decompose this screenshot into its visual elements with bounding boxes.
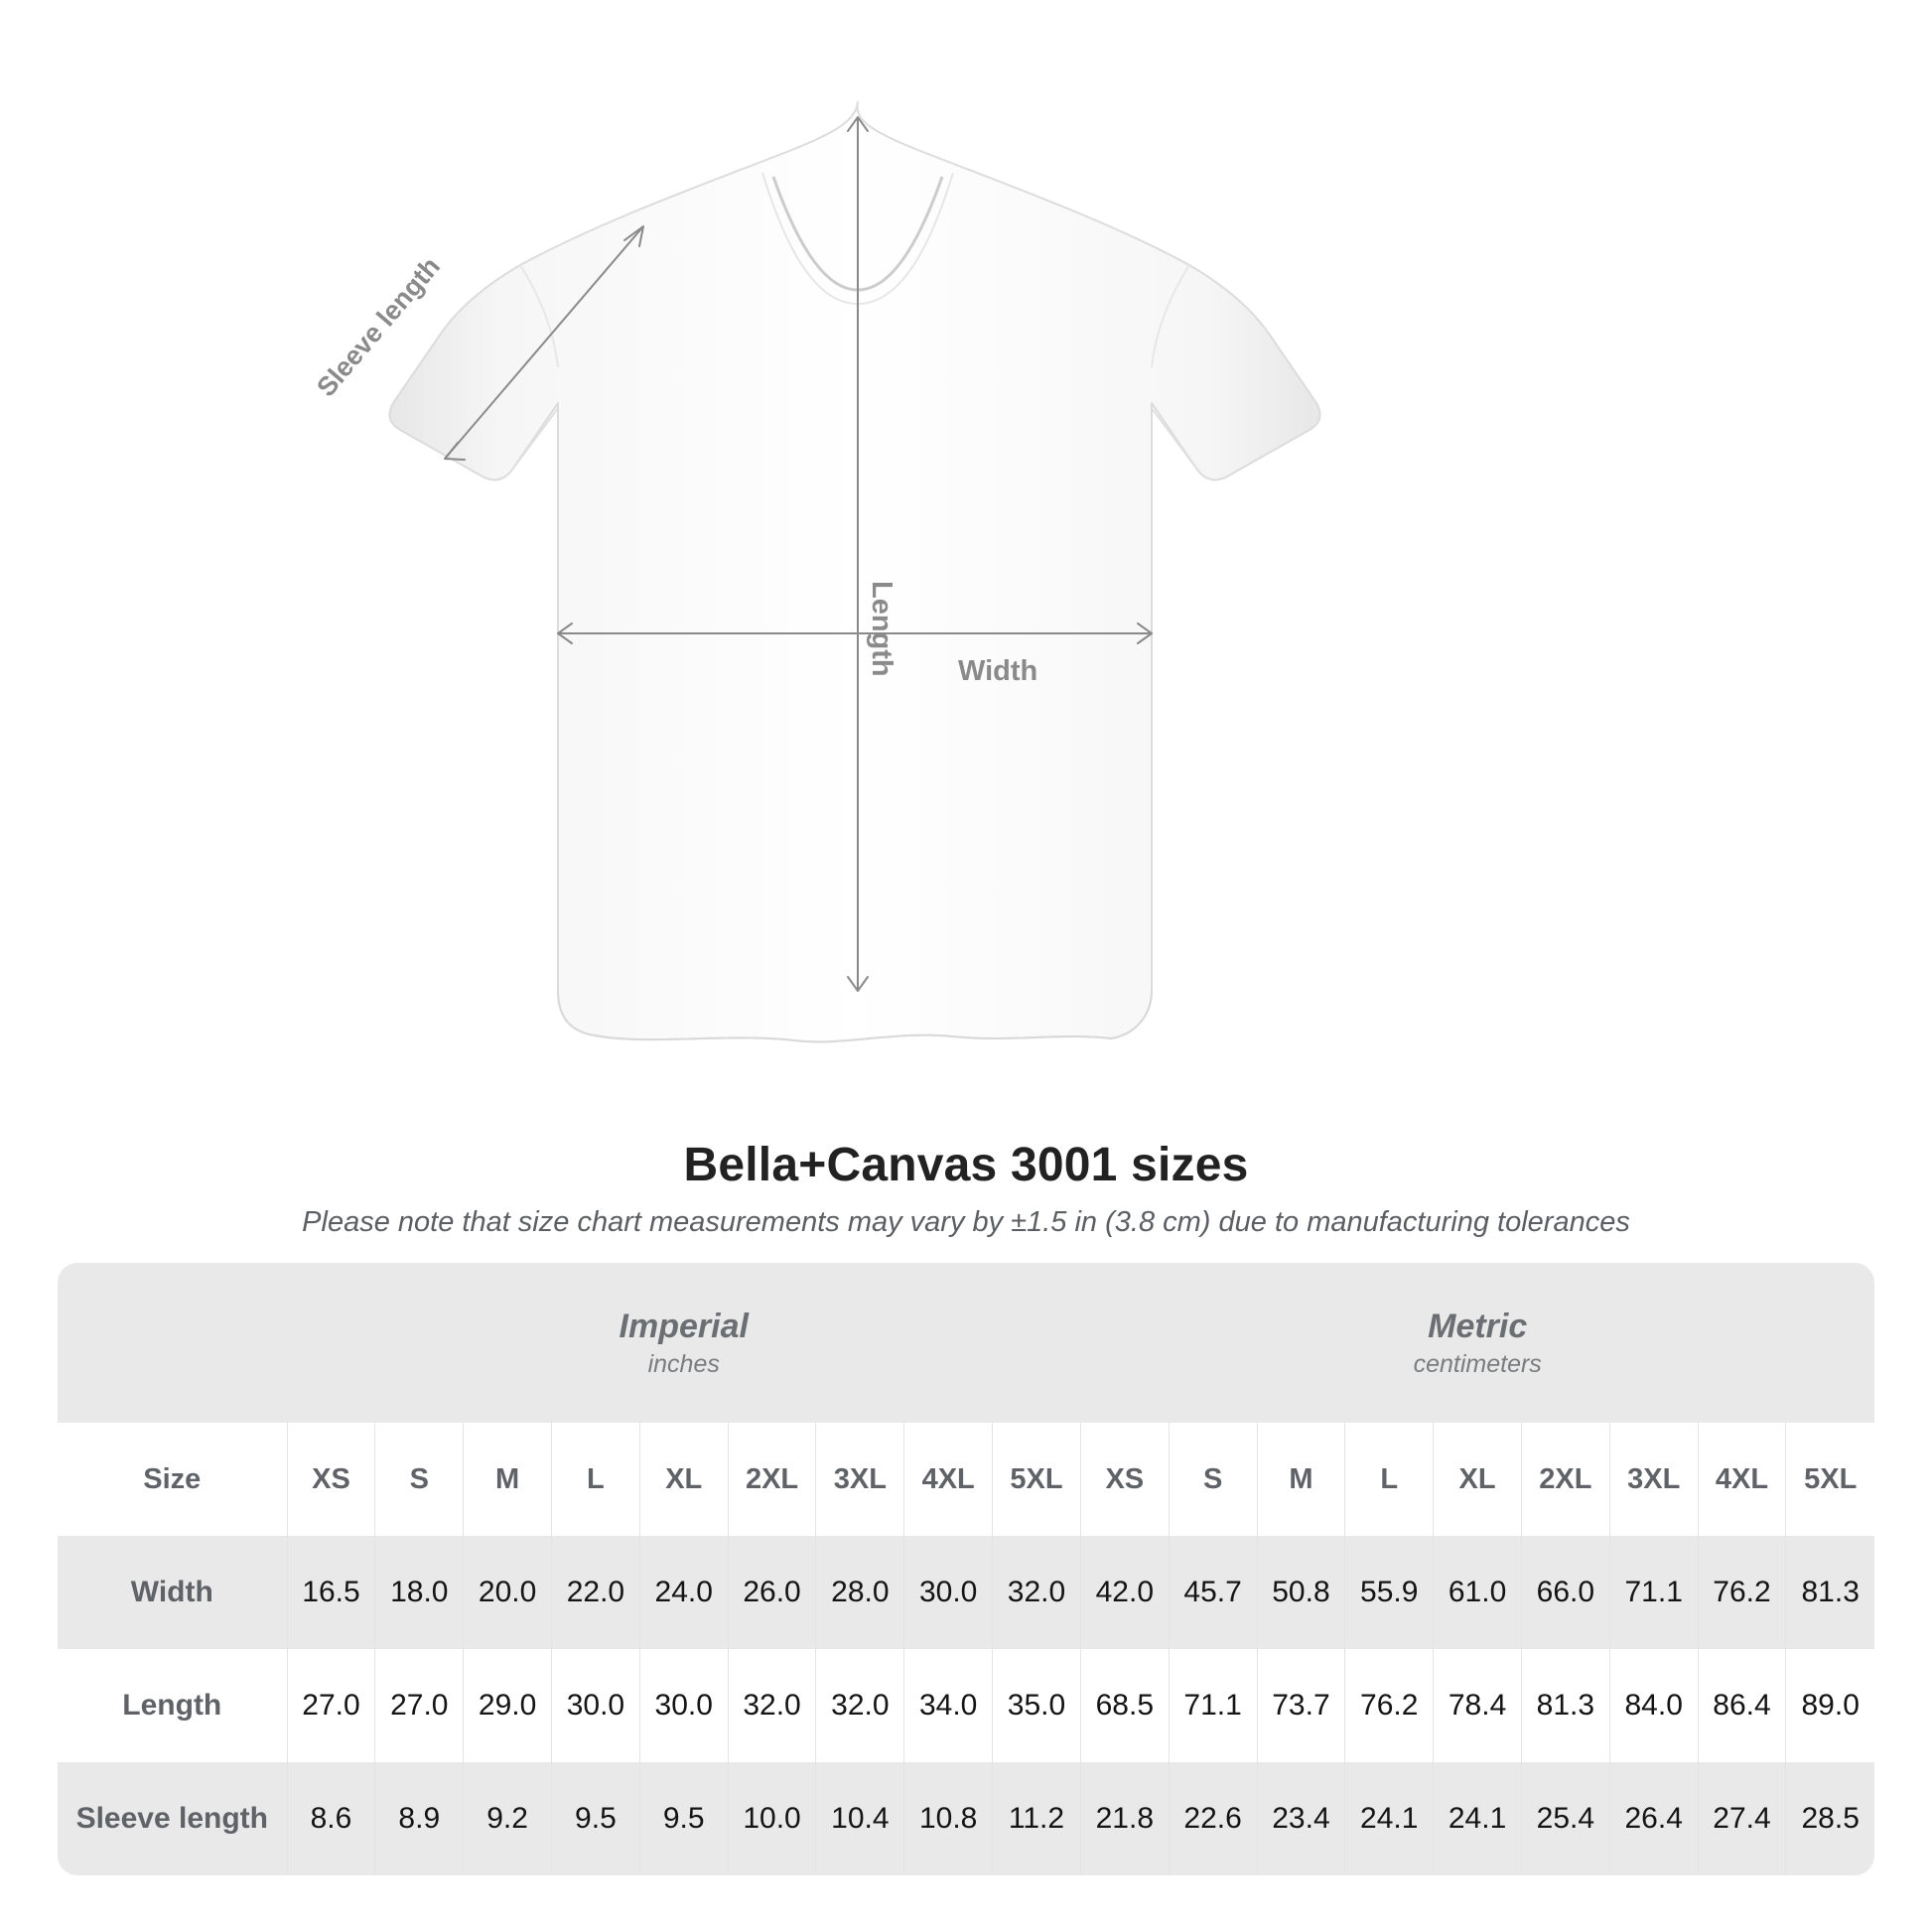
- svg-text:Width: Width: [958, 655, 1037, 687]
- svg-text:Length: Length: [866, 581, 897, 677]
